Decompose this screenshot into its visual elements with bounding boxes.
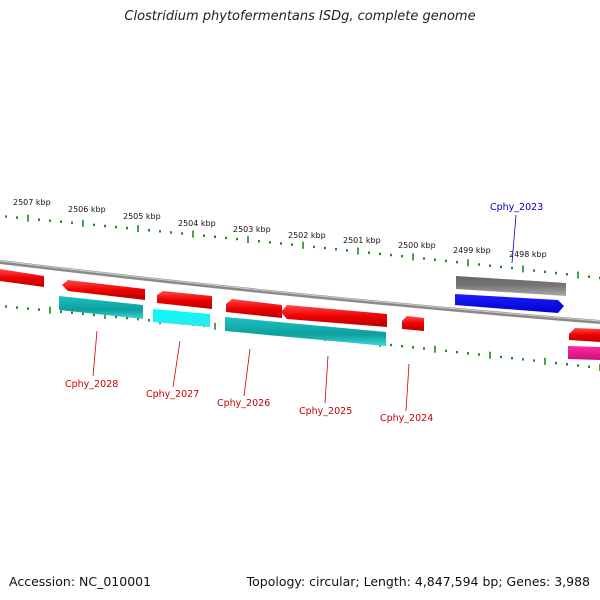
ruler-label: 2507 kbp xyxy=(13,198,51,207)
ruler-label: 2506 kbp xyxy=(68,205,106,214)
ruler-label: 2500 kbp xyxy=(398,241,436,250)
ruler-label: 2504 kbp xyxy=(178,219,216,228)
gene-label-cphy-2028[interactable]: Cphy_2028 xyxy=(65,379,118,390)
features-cds[interactable] xyxy=(0,269,600,342)
ruler-label: 2501 kbp xyxy=(343,236,381,245)
gene-feature-rna[interactable] xyxy=(59,296,143,319)
genome-stats: Topology: circular; Length: 4,847,594 bp… xyxy=(246,574,590,589)
ruler-label: 2498 kbp xyxy=(509,250,547,259)
genome-backbone-highlight xyxy=(0,260,600,322)
ruler-labels: 2507 kbp 2506 kbp 2505 kbp 2504 kbp 2503… xyxy=(13,198,547,259)
map-title: Clostridium phytofermentans ISDg, comple… xyxy=(124,9,476,24)
gene-feature-rna[interactable] xyxy=(225,317,386,346)
gene-feature-cds[interactable] xyxy=(62,280,145,300)
gene-feature-cds[interactable] xyxy=(226,299,282,318)
ruler-label: 2503 kbp xyxy=(233,225,271,234)
gene-labels: Cphy_2028 Cphy_2027 Cphy_2026 Cphy_2025 … xyxy=(65,202,543,424)
accession-text: Accession: NC_010001 xyxy=(9,574,152,589)
gene-feature-cds[interactable] xyxy=(569,328,600,342)
gene-feature-cds[interactable] xyxy=(157,291,212,309)
gene-label-cphy-2024[interactable]: Cphy_2024 xyxy=(380,413,433,424)
gene-feature-magenta[interactable] xyxy=(568,346,600,360)
gene-feature-cds[interactable] xyxy=(281,305,387,327)
gene-feature-cds[interactable] xyxy=(0,269,44,287)
ruler-label: 2502 kbp xyxy=(288,231,326,240)
gene-feature-gray[interactable] xyxy=(456,276,566,296)
gene-label-cphy-2023[interactable]: Cphy_2023 xyxy=(490,202,543,213)
ruler-ticks-upper xyxy=(5,214,600,280)
genome-backbone xyxy=(0,260,600,324)
gene-label-cphy-2027[interactable]: Cphy_2027 xyxy=(146,389,199,400)
ruler-label: 2499 kbp xyxy=(453,246,491,255)
gene-feature-blue[interactable] xyxy=(455,294,564,313)
gene-label-cphy-2025[interactable]: Cphy_2025 xyxy=(299,406,352,417)
ruler-label: 2505 kbp xyxy=(123,212,161,221)
gene-label-cphy-2026[interactable]: Cphy_2026 xyxy=(217,398,270,409)
gene-leaders xyxy=(92,214,517,412)
gene-feature-cds[interactable] xyxy=(402,316,424,331)
gene-feature-rna[interactable] xyxy=(153,309,210,327)
features-rna[interactable] xyxy=(59,296,386,346)
